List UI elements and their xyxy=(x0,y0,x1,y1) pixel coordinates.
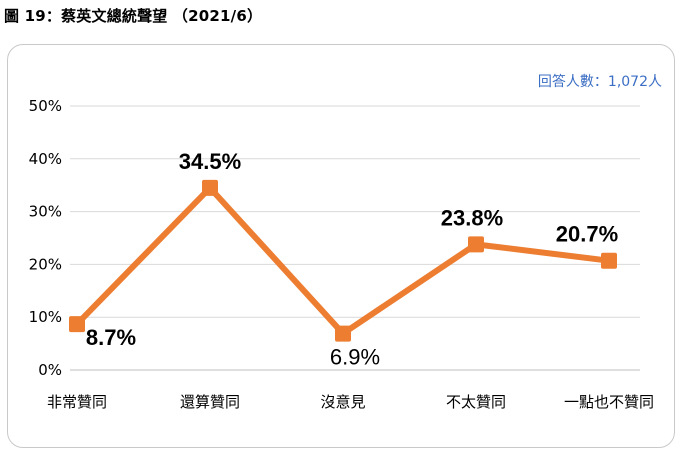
data-point-marker xyxy=(202,179,218,196)
y-tick-label: 30% xyxy=(29,203,62,221)
series-line xyxy=(74,184,612,337)
data-point-marker xyxy=(335,325,351,342)
data-point-marker xyxy=(601,252,617,269)
y-tick-label: 0% xyxy=(38,361,62,379)
data-label: 23.8% xyxy=(441,205,503,230)
x-category-label: 不太贊同 xyxy=(446,393,506,411)
data-label: 34.5% xyxy=(179,149,241,174)
data-point-marker xyxy=(69,316,85,333)
y-tick-label: 50% xyxy=(29,97,62,115)
data-label: 6.9% xyxy=(330,345,380,370)
y-tick-label: 20% xyxy=(29,255,62,273)
x-category-label: 沒意見 xyxy=(320,393,365,411)
x-category-label: 非常贊同 xyxy=(47,393,107,411)
page-title: 圖 19：蔡英文總統聲望 （2021/6） xyxy=(4,7,263,25)
data-label: 20.7% xyxy=(556,222,618,247)
y-tick-label: 40% xyxy=(29,150,62,168)
data-point-marker xyxy=(468,236,484,253)
respondents-note: 回答人數：1,072人 xyxy=(537,74,662,90)
x-category-label: 還算贊同 xyxy=(180,393,240,411)
chart-frame xyxy=(7,44,675,448)
data-label: 8.7% xyxy=(86,325,136,350)
y-tick-label: 10% xyxy=(29,308,62,326)
x-category-label: 一點也不贊同 xyxy=(564,393,654,411)
